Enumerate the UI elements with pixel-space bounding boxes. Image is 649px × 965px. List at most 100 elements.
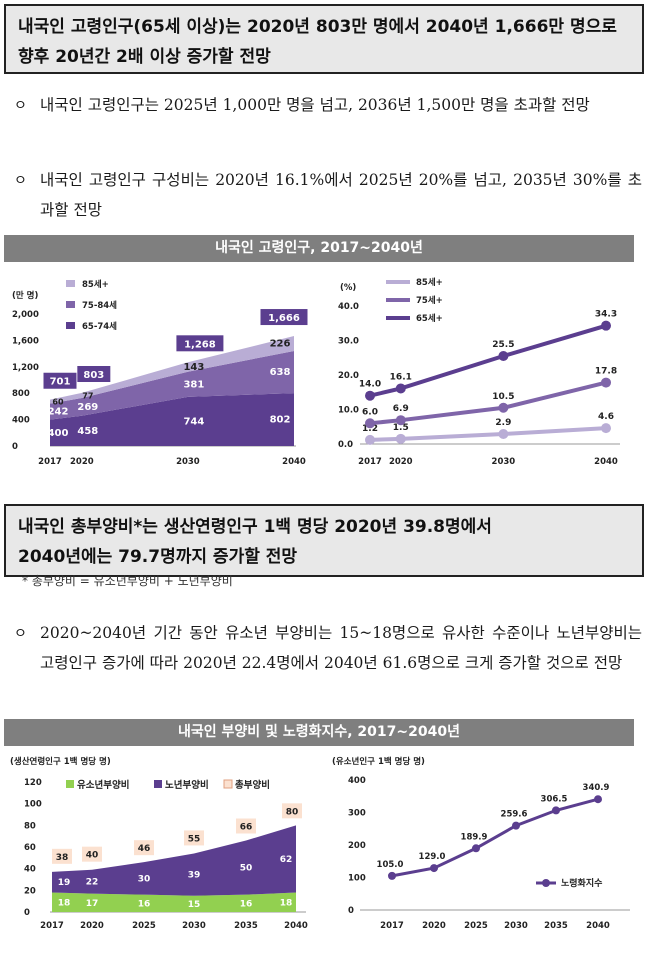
legend-swatch xyxy=(66,280,75,287)
legend-label: 유소년부양비 xyxy=(77,779,129,791)
data-label: 189.9 xyxy=(461,832,488,842)
y-tick-label: 200 xyxy=(348,841,366,851)
data-label: 226 xyxy=(270,339,291,350)
legend-label: 85세+ xyxy=(416,277,443,288)
area-series xyxy=(50,336,294,404)
y-tick-label: 40.0 xyxy=(338,302,359,312)
bullet-item: ㅇ 내국인 고령인구 구성비는 2020년 16.1%에서 2025년 20%를… xyxy=(14,165,642,225)
legend-label: 총부양비 xyxy=(235,779,270,791)
aging-index-line-chart: (유소년인구 1백 명당 명) 0 100 200 300 400 105.0 129.0 18… xyxy=(332,756,630,931)
data-label: 10.5 xyxy=(492,392,514,402)
x-tick-label: 2035 xyxy=(544,921,568,931)
data-label: 458 xyxy=(77,426,98,437)
x-tick-label: 2020 xyxy=(80,921,104,931)
legend-label: 노년부양비 xyxy=(165,779,209,791)
total-callout-label: 80 xyxy=(286,807,299,817)
x-tick-label: 2040 xyxy=(284,921,308,931)
x-tick-label: 2020 xyxy=(389,457,413,467)
x-tick-label: 2030 xyxy=(176,457,200,467)
data-label: 16 xyxy=(240,899,253,909)
data-point xyxy=(365,418,375,429)
total-callout-label: 55 xyxy=(188,834,201,844)
legend-label: 65세+ xyxy=(416,313,443,324)
data-point xyxy=(512,821,520,830)
legend-swatch xyxy=(66,780,74,788)
data-label: 22 xyxy=(86,878,99,888)
total-callout-box xyxy=(282,803,302,819)
data-label: 16.1 xyxy=(390,372,412,382)
y-tick-label: 0 xyxy=(12,442,18,452)
data-label: 30 xyxy=(138,874,151,884)
y-tick-label: 60 xyxy=(24,843,36,853)
y-axis-unit-label: (만 명) xyxy=(12,290,38,301)
headline-line-1: 내국인 총부양비*는 생산연령인구 1백 명당 2020년 39.8명에서 xyxy=(18,517,492,537)
area-series xyxy=(52,892,296,912)
data-label: 269 xyxy=(77,402,98,413)
data-label: 105.0 xyxy=(377,860,404,870)
x-tick-label: 2025 xyxy=(132,921,156,931)
x-tick-label: 2017 xyxy=(358,457,382,467)
line-series xyxy=(391,797,599,878)
footnote: * 총부양비 = 유소년부양비 + 노년부양비 xyxy=(22,574,233,588)
data-label: 6.9 xyxy=(393,404,409,414)
bullet-mark: ㅇ xyxy=(14,626,27,642)
data-point xyxy=(430,864,438,873)
total-callout-box xyxy=(134,840,154,856)
headline-dependency-ratio: 내국인 총부양비*는 생산연령인구 1백 명당 2020년 39.8명에서 20… xyxy=(4,504,644,577)
data-point xyxy=(552,806,560,815)
y-tick-label: 40 xyxy=(24,865,36,875)
total-callout-label: 1,268 xyxy=(184,339,216,350)
data-label: 19 xyxy=(58,878,71,888)
data-label: 60 xyxy=(52,398,64,407)
total-callout-box xyxy=(260,309,308,326)
bullet-text: 2020~2040년 기간 동안 유소년 부양비는 15~18명으로 유사한 수… xyxy=(40,624,642,672)
legend-swatch xyxy=(154,780,162,788)
bullet-text: 내국인 고령인구 구성비는 2020년 16.1%에서 2025년 20%를 넘… xyxy=(40,171,642,219)
total-callout-box xyxy=(43,372,77,389)
x-tick-label: 2040 xyxy=(282,457,306,467)
bullet-item: ㅇ 2020~2040년 기간 동안 유소년 부양비는 15~18명으로 유사한… xyxy=(14,618,642,678)
legend-label: 65-74세 xyxy=(82,321,117,332)
y-tick-label: 20.0 xyxy=(338,371,359,381)
data-point xyxy=(498,428,509,439)
y-tick-label: 300 xyxy=(348,809,366,819)
legend-marker xyxy=(542,879,550,887)
total-callout-box xyxy=(77,366,111,383)
y-axis-unit-label: (생산연령인구 1백 명당 명) xyxy=(10,756,111,767)
total-callout-box xyxy=(176,335,224,352)
data-point xyxy=(395,383,406,394)
data-point xyxy=(498,351,509,362)
data-point xyxy=(395,433,406,444)
total-callout-label: 46 xyxy=(138,844,151,854)
data-point xyxy=(365,390,375,401)
total-callout-label: 66 xyxy=(240,823,253,833)
data-label: 34.3 xyxy=(595,310,617,320)
total-callout-box xyxy=(52,848,72,864)
legend-label: 75세+ xyxy=(416,295,443,306)
total-callout-label: 803 xyxy=(83,370,104,381)
x-tick-label: 2017 xyxy=(380,921,404,931)
data-label: 242 xyxy=(48,407,69,418)
y-tick-label: 30.0 xyxy=(338,337,359,347)
bullet-mark: ㅇ xyxy=(14,173,27,189)
total-callout-label: 40 xyxy=(86,851,99,861)
data-label: 129.0 xyxy=(419,852,446,862)
y-tick-label: 120 xyxy=(24,778,42,788)
data-label: 2.9 xyxy=(495,418,511,428)
data-point xyxy=(594,795,602,804)
x-tick-label: 2030 xyxy=(504,921,528,931)
bullet-item: ㅇ 내국인 고령인구는 2025년 1,000만 명을 넘고, 2036년 1,… xyxy=(14,90,642,121)
y-tick-label: 400 xyxy=(12,416,30,426)
headline-elderly-population: 내국인 고령인구(65세 이상)는 2020년 803만 명에서 2040년 1… xyxy=(4,4,644,74)
bullet-mark: ㅇ xyxy=(14,98,27,114)
data-label: 306.5 xyxy=(541,794,568,804)
data-label: 15 xyxy=(188,900,201,910)
legend-label: 85세+ xyxy=(82,279,109,290)
data-label: 77 xyxy=(82,391,93,400)
data-label: 744 xyxy=(183,416,204,427)
y-tick-label: 0 xyxy=(348,906,354,916)
legend-label: 노령화지수 xyxy=(561,877,602,889)
legend-label: 75-84세 xyxy=(82,300,117,311)
data-label: 17 xyxy=(86,899,99,909)
headline-line-1: 내국인 고령인구(65세 이상)는 2020년 803만 명에서 2040년 1… xyxy=(18,17,617,37)
